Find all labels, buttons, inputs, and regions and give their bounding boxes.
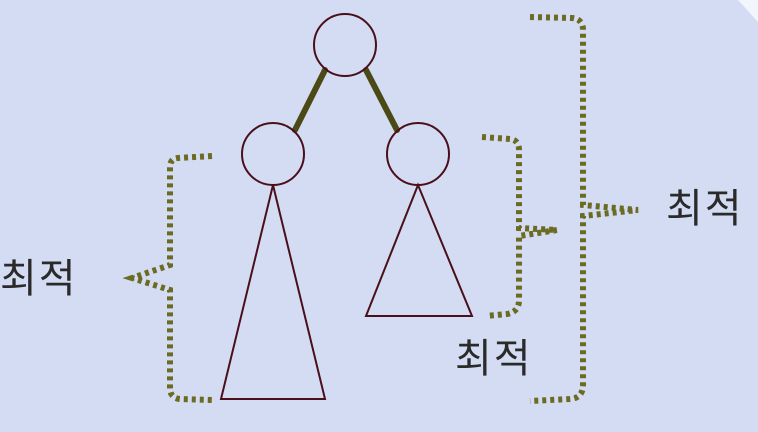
- right-subtree-triangle: [364, 182, 474, 317]
- corner-accent: [738, 0, 758, 22]
- left-optimal-label: 최적: [0, 256, 78, 302]
- tree-nodes: [241, 13, 450, 186]
- subtrees: [219, 182, 474, 400]
- edge-root-right: [363, 67, 400, 133]
- braces: [122, 14, 639, 404]
- whole-tree-optimal-label: 최적: [666, 186, 744, 232]
- edge-root-left: [292, 67, 328, 133]
- right-subtree-brace: [481, 134, 558, 319]
- whole-tree-brace: [529, 14, 639, 404]
- root-node: [313, 13, 377, 77]
- right-child-node: [386, 122, 450, 186]
- left-subtree-triangle: [219, 184, 327, 400]
- tree-edges: [292, 67, 400, 133]
- right-subtree-optimal-label: 최적: [455, 336, 533, 382]
- left-brace: [122, 153, 213, 403]
- left-child-node: [241, 122, 305, 186]
